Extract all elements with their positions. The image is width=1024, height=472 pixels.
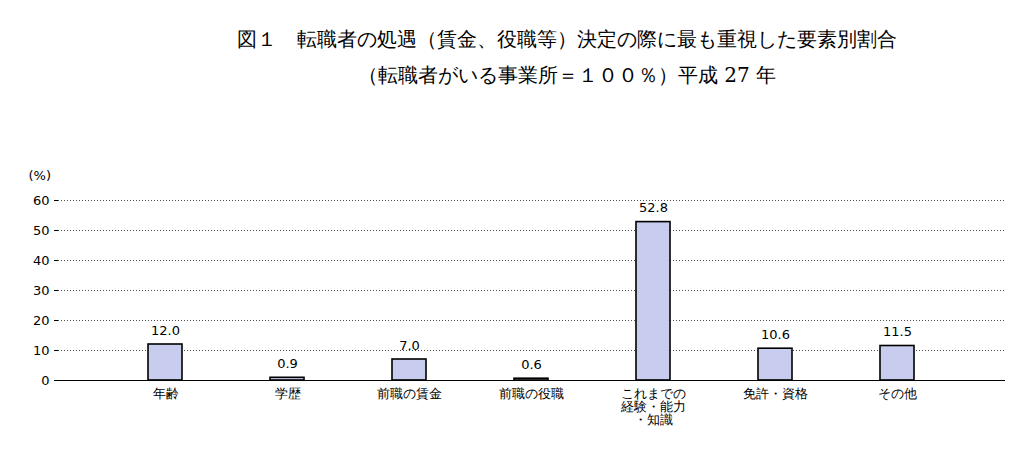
svg-text:40: 40 [33, 253, 50, 268]
svg-text:10: 10 [33, 343, 50, 358]
svg-text:年齢: 年齢 [153, 386, 179, 401]
svg-text:0.6: 0.6 [521, 357, 542, 372]
svg-text:7.0: 7.0 [399, 338, 420, 353]
svg-text:(%): (%) [29, 168, 52, 183]
svg-text:免許・資格: 免許・資格 [743, 386, 808, 401]
svg-text:10.6: 10.6 [761, 327, 790, 342]
svg-text:これまでの経験・能力・知識: これまでの経験・能力・知識 [620, 386, 686, 427]
svg-text:前職の役職: 前職の役職 [499, 386, 564, 401]
svg-text:その他: その他 [878, 386, 917, 401]
svg-text:50: 50 [33, 223, 50, 238]
svg-text:11.5: 11.5 [883, 324, 912, 339]
svg-text:52.8: 52.8 [639, 200, 668, 215]
html-text:（転職者がいる事業所＝１００％）平成 27 年: （転職者がいる事業所＝１００％）平成 27 年 [357, 63, 777, 87]
svg-text:0: 0 [41, 373, 49, 388]
html-text:図１ 転職者の処遇（賃金、役職等）決定の際に最も重視した要素: 図１ 転職者の処遇（賃金、役職等）決定の際に最も重視した要素別割合 [237, 27, 897, 51]
svg-text:学歴: 学歴 [275, 386, 301, 401]
svg-text:12.0: 12.0 [151, 323, 180, 338]
svg-text:前職の賃金: 前職の賃金 [377, 386, 442, 401]
svg-text:60: 60 [33, 193, 50, 208]
svg-text:30: 30 [33, 283, 50, 298]
svg-text:20: 20 [33, 313, 50, 328]
svg-text:0.9: 0.9 [277, 356, 298, 371]
